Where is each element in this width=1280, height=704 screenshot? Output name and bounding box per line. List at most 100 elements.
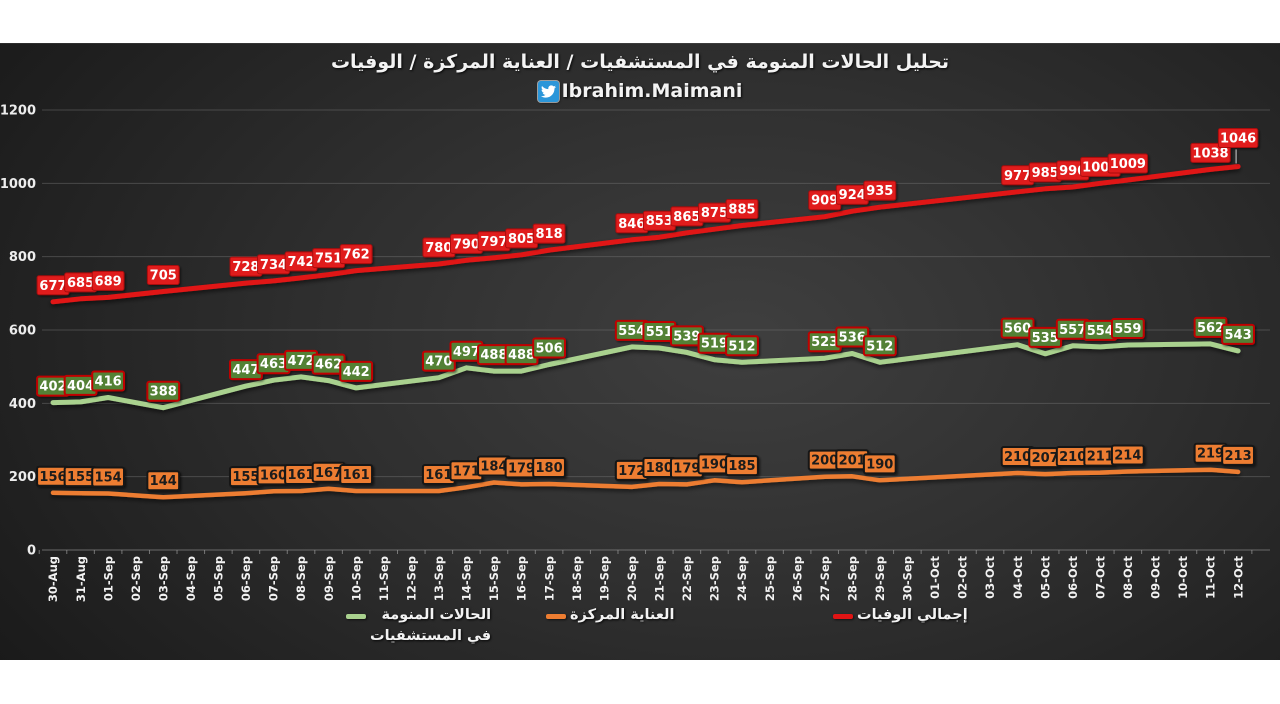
data-label-value: 512 — [728, 339, 755, 354]
data-label-value: 185 — [728, 459, 755, 474]
data-label-value: 543 — [1225, 328, 1252, 343]
data-label-box — [532, 223, 566, 244]
x-axis-label: 18-Sep — [570, 556, 584, 601]
data-label-value: 154 — [95, 471, 122, 486]
data-label-value: 780 — [425, 241, 452, 256]
x-axis-label: 25-Sep — [763, 556, 777, 601]
data-label-value: 865 — [673, 210, 700, 225]
data-label-value: 846 — [618, 217, 645, 232]
data-label-value: 161 — [343, 468, 370, 483]
data-label-value: 1046 — [1220, 131, 1256, 146]
data-label-value: 790 — [453, 237, 480, 252]
x-axis-label: 05-Sep — [212, 556, 226, 601]
data-label-value: 442 — [343, 365, 370, 380]
data-label-value: 180 — [646, 461, 673, 476]
data-label-value: 1038 — [1192, 146, 1228, 161]
data-label-value: 402 — [39, 380, 66, 395]
x-axis-label: 07-Oct — [1093, 556, 1107, 599]
data-label-value: 171 — [453, 464, 480, 479]
data-label-value: 797 — [480, 235, 507, 250]
x-axis-label: 26-Sep — [790, 556, 804, 601]
x-axis-label: 24-Sep — [735, 556, 749, 601]
x-axis-label: 14-Sep — [460, 556, 474, 601]
data-label-value: 155 — [232, 470, 259, 485]
y-axis-label: 1200 — [0, 104, 36, 119]
x-axis-label: 27-Sep — [818, 556, 832, 601]
data-label-value: 161 — [425, 468, 452, 483]
data-label-box — [862, 335, 897, 357]
data-label-value: 554 — [618, 324, 645, 339]
data-label-value: 156 — [39, 470, 66, 485]
data-label-value: 523 — [811, 335, 838, 350]
data-label-value: 388 — [150, 385, 177, 400]
chart-subtitle: Ibrahim.Maimani — [0, 80, 1280, 102]
x-axis-label: 28-Sep — [845, 556, 859, 601]
data-label-value: 728 — [232, 260, 259, 275]
data-label-box — [725, 455, 759, 477]
data-label-value: 488 — [508, 348, 535, 363]
x-axis-label: 21-Sep — [653, 556, 667, 601]
data-label-value: 219 — [1197, 447, 1224, 462]
data-label-value: 985 — [1032, 166, 1059, 181]
data-label-value: 512 — [866, 339, 893, 354]
x-axis-label: 19-Sep — [597, 556, 611, 601]
data-label-box — [339, 463, 374, 485]
legend-entry-icu: العناية المركزة — [546, 605, 674, 626]
x-axis-label: 04-Oct — [1011, 556, 1025, 599]
data-label-value: 751 — [315, 252, 342, 267]
legend-label-line: إجمالي الوفيات — [857, 607, 968, 623]
data-label-box — [1190, 142, 1231, 163]
data-labels-icu: 156 155 154 144 155 160 161 167 161 161 171 184 179 1… — [36, 442, 1255, 492]
x-axis-label: 12-Oct — [1231, 556, 1245, 599]
data-label-value: 144 — [150, 474, 177, 489]
legend-label-icu: العناية المركزة — [570, 605, 674, 626]
data-label-value: 805 — [508, 232, 535, 247]
data-label-box — [532, 337, 566, 359]
data-label-value: 210 — [1004, 450, 1031, 465]
data-label-value: 557 — [1059, 323, 1086, 338]
legend-label-line: الحالات المنومة — [381, 607, 492, 623]
y-axis-label: 200 — [9, 470, 36, 485]
x-axis-label: 01-Sep — [101, 556, 115, 601]
y-axis-label: 600 — [9, 324, 36, 339]
x-axis-label: 11-Sep — [377, 556, 391, 601]
data-label-value: 990 — [1059, 164, 1086, 179]
x-axis-label: 03-Oct — [983, 556, 997, 599]
data-label-value: 689 — [95, 274, 122, 289]
data-label-value: 977 — [1004, 169, 1031, 184]
legend-label-line: في المستشفيات — [370, 628, 492, 644]
x-axis-label: 03-Sep — [156, 556, 170, 601]
data-label-value: 180 — [536, 461, 563, 476]
data-label-value: 214 — [1114, 449, 1141, 464]
data-label-value: 161 — [287, 468, 314, 483]
x-axis-label: 30-Sep — [901, 556, 915, 601]
data-label-value: 160 — [260, 468, 287, 483]
data-label-value: 935 — [866, 184, 893, 199]
x-axis-label: 29-Sep — [873, 556, 887, 601]
data-label-value: 167 — [315, 466, 342, 481]
data-label-value: 705 — [150, 269, 177, 284]
data-label-value: 211 — [1087, 450, 1114, 465]
data-label-value: 447 — [232, 363, 259, 378]
x-axis-label: 06-Oct — [1066, 556, 1080, 599]
data-label-box — [532, 457, 566, 478]
x-axis-label: 16-Sep — [515, 556, 529, 601]
data-label-value: 463 — [260, 357, 287, 372]
data-label-value: 155 — [67, 470, 94, 485]
data-label-value: 179 — [508, 461, 535, 476]
x-axis-label: 12-Sep — [404, 556, 418, 601]
x-axis-label: 02-Sep — [129, 556, 143, 601]
data-label-value: 551 — [646, 325, 673, 340]
data-label-value: 762 — [343, 248, 370, 263]
data-label-box — [863, 180, 897, 201]
data-label-value: 853 — [646, 214, 673, 229]
data-label-box — [91, 370, 126, 392]
data-label-box — [146, 265, 180, 285]
legend-label-line: العناية المركزة — [570, 607, 675, 623]
data-label-box — [1217, 127, 1259, 148]
x-axis-label: 22-Sep — [680, 556, 694, 601]
data-label-value: 535 — [1032, 331, 1059, 346]
